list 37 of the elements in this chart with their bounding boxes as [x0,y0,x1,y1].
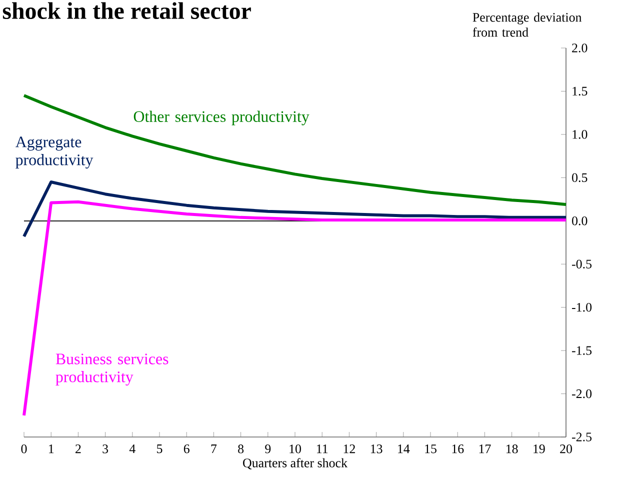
chart-title: shock in the retail sector [2,2,251,20]
x-tick-label: 13 [370,444,382,454]
y-tick-label: -0.5 [572,260,592,269]
y-tick-label: 1.5 [572,86,588,96]
y-tick-label: -2.0 [572,389,592,398]
x-tick-label: 14 [398,444,410,454]
y-tick-label: 1.0 [572,130,588,139]
x-tick-label: 5 [157,444,162,454]
x-tick-label: 12 [344,444,355,454]
x-tick-label: 19 [534,444,545,454]
x-tick-label: 2 [76,444,81,454]
y-tick-label: -1.0 [572,302,592,312]
y-tick-label: -1.5 [572,346,592,355]
x-tick-label: 17 [479,444,491,454]
series-label: Aggregate productivity [15,136,94,169]
series-label: Other services productivity [134,110,310,126]
x-tick-label: 0 [21,444,27,454]
y-tick-label: 0.5 [572,173,588,182]
x-tick-label: 1 [49,444,54,454]
y-tick-label: 0.0 [572,216,588,226]
x-tick-label: 6 [184,444,190,454]
x-tick-label: 20 [560,444,572,454]
y-tick-label: 2.0 [572,44,588,52]
x-tick-label: 9 [265,444,271,454]
y-tick-label: -2.5 [572,432,592,442]
x-tick-label: 16 [452,444,464,454]
x-axis-title: Quarters after shock [243,458,348,470]
x-tick-label: 18 [506,444,518,454]
x-tick-label: 4 [129,444,136,454]
x-tick-label: 11 [317,444,328,454]
x-tick-label: 15 [425,444,436,454]
x-tick-label: 3 [102,444,108,454]
x-tick-label: 7 [211,444,217,453]
y-axis-title: Percentage deviation from trend [472,12,582,37]
x-tick-label: 10 [290,444,301,454]
series-label: Business services productivity [56,354,168,386]
x-tick-label: 8 [238,444,244,454]
